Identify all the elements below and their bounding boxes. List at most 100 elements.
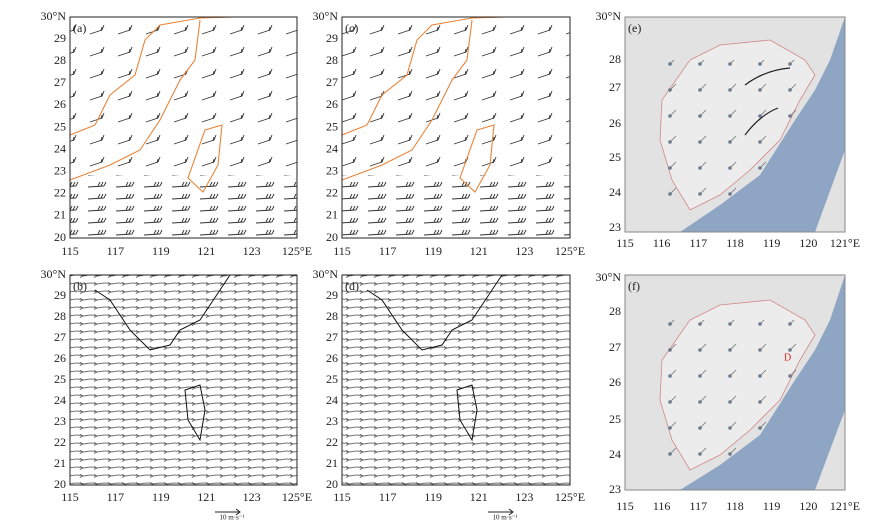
- x-tick-label: 117: [690, 499, 708, 513]
- x-tick-label: 119: [424, 490, 442, 504]
- x-tick-label: 120: [799, 236, 817, 250]
- y-tick-label: 22: [54, 435, 66, 449]
- x-tick-label: 125°E: [282, 244, 312, 258]
- y-tick-label: 25: [609, 150, 621, 164]
- x-tick-label: 121°E: [830, 499, 860, 513]
- panel-label: (d): [345, 279, 359, 293]
- x-tick-label: 115: [616, 236, 634, 250]
- y-tick-label: 25: [54, 119, 66, 133]
- y-tick-label: 22: [326, 435, 338, 449]
- x-tick-label: 123: [515, 490, 533, 504]
- scale-label: 10 m·s⁻¹: [492, 514, 517, 522]
- x-tick-label: 115: [61, 490, 79, 504]
- y-tick-label: 27: [54, 75, 66, 89]
- x-tick-label: 121: [470, 244, 488, 258]
- x-tick-label: 119: [152, 490, 170, 504]
- y-tick-label: 27: [609, 340, 621, 354]
- x-tick-label: 119: [763, 499, 781, 513]
- y-tick-label: 28: [609, 52, 621, 66]
- y-tick-label: 21: [54, 208, 66, 222]
- x-tick-label: 125°E: [282, 490, 312, 504]
- y-tick-label: 28: [326, 309, 338, 323]
- y-tick-label: 28: [609, 304, 621, 318]
- y-tick-label: 29: [326, 31, 338, 45]
- y-tick-label: 22: [326, 186, 338, 200]
- y-tick-label: 24: [609, 185, 621, 199]
- y-tick-label: 26: [54, 97, 66, 111]
- panel-a: [69, 16, 298, 239]
- panel-label: (e): [628, 21, 641, 35]
- x-tick-label: 119: [424, 244, 442, 258]
- y-tick-label: 25: [326, 119, 338, 133]
- x-tick-label: 116: [653, 499, 671, 513]
- y-tick-label: 26: [326, 97, 338, 111]
- y-tick-label: 27: [609, 80, 621, 94]
- y-tick-label: 22: [54, 186, 66, 200]
- y-tick-label: 24: [609, 447, 621, 461]
- x-tick-label: 118: [726, 499, 744, 513]
- x-tick-label: 118: [726, 236, 744, 250]
- y-tick-label: 29: [54, 288, 66, 302]
- y-tick-label: 30°N: [41, 267, 67, 281]
- y-tick-label: 29: [326, 288, 338, 302]
- panel-label: (f): [628, 279, 640, 293]
- y-tick-label: 26: [54, 351, 66, 365]
- y-tick-label: 20: [54, 477, 66, 491]
- y-tick-label: 27: [326, 75, 338, 89]
- y-tick-label: 30°N: [313, 267, 339, 281]
- x-tick-label: 115: [61, 244, 79, 258]
- y-tick-label: 26: [609, 375, 621, 389]
- y-tick-label: 23: [609, 482, 621, 496]
- x-tick-label: 117: [107, 244, 125, 258]
- x-tick-label: 115: [333, 490, 351, 504]
- scale-label: 10 m·s⁻¹: [219, 514, 244, 522]
- x-tick-label: 117: [690, 236, 708, 250]
- x-tick-label: 125°E: [555, 490, 585, 504]
- y-tick-label: 24: [326, 141, 338, 155]
- y-tick-label: 30°N: [313, 9, 339, 23]
- x-tick-label: 119: [152, 244, 170, 258]
- x-tick-label: 123: [243, 244, 261, 258]
- y-tick-label: 30°N: [596, 9, 622, 23]
- panel-label: (a): [73, 21, 86, 35]
- y-tick-label: 28: [326, 53, 338, 67]
- x-tick-label: 116: [653, 236, 671, 250]
- x-tick-label: 121°E: [830, 236, 860, 250]
- x-tick-label: 121: [197, 490, 215, 504]
- y-tick-label: 25: [54, 372, 66, 386]
- y-tick-label: 27: [54, 330, 66, 344]
- x-tick-label: 120: [799, 499, 817, 513]
- x-tick-label: 117: [379, 490, 397, 504]
- y-tick-label: 20: [326, 230, 338, 244]
- x-tick-label: 121: [470, 490, 488, 504]
- panel-label: (c): [345, 21, 358, 35]
- x-tick-label: 119: [763, 236, 781, 250]
- y-tick-label: 21: [326, 456, 338, 470]
- y-tick-label: 28: [54, 309, 66, 323]
- y-tick-label: 30°N: [596, 270, 622, 284]
- panel-label: (b): [73, 279, 87, 293]
- y-tick-label: 25: [609, 412, 621, 426]
- y-tick-label: 24: [54, 393, 66, 407]
- x-tick-label: 121: [197, 244, 215, 258]
- panel-d: [341, 274, 571, 516]
- y-tick-label: 23: [54, 163, 66, 177]
- svg-text:D: D: [784, 352, 791, 363]
- y-tick-label: 23: [326, 414, 338, 428]
- y-tick-label: 20: [54, 230, 66, 244]
- y-tick-label: 20: [326, 477, 338, 491]
- x-tick-label: 117: [379, 244, 397, 258]
- y-tick-label: 21: [54, 456, 66, 470]
- panel-c: [341, 16, 571, 239]
- y-tick-label: 28: [54, 53, 66, 67]
- y-tick-label: 25: [326, 372, 338, 386]
- y-tick-label: 23: [326, 163, 338, 177]
- panel-e: [624, 16, 846, 233]
- x-tick-label: 117: [107, 490, 125, 504]
- x-tick-label: 115: [616, 499, 634, 513]
- y-tick-label: 26: [609, 116, 621, 130]
- x-tick-label: 123: [243, 490, 261, 504]
- y-tick-label: 21: [326, 208, 338, 222]
- y-tick-label: 27: [326, 330, 338, 344]
